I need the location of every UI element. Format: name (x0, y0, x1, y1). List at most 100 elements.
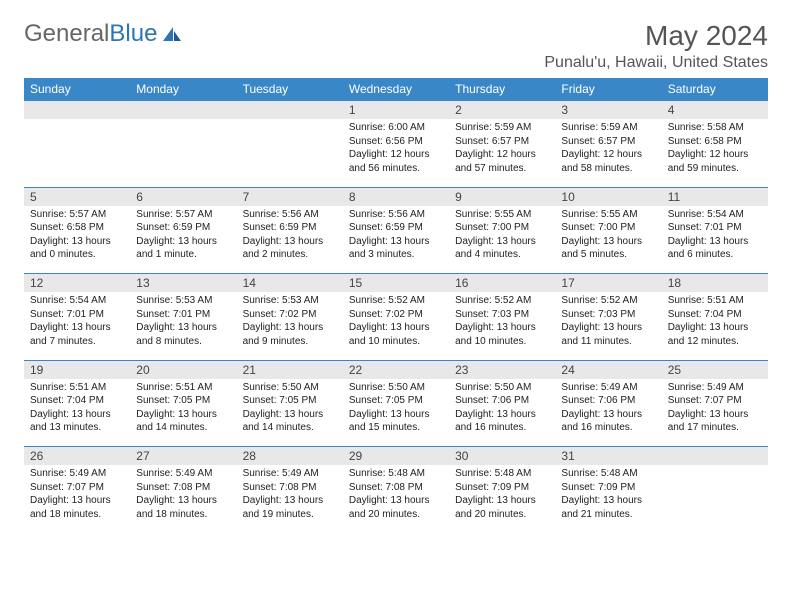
day-number: 30 (449, 447, 555, 465)
day-content: Sunrise: 5:53 AMSunset: 7:02 PMDaylight:… (237, 292, 343, 352)
day-cell (130, 119, 236, 187)
day-cell: Sunrise: 5:57 AMSunset: 6:58 PMDaylight:… (24, 206, 130, 274)
day-content: Sunrise: 5:49 AMSunset: 7:06 PMDaylight:… (555, 379, 661, 439)
day-cell: Sunrise: 5:53 AMSunset: 7:01 PMDaylight:… (130, 292, 236, 360)
weekday-header: Tuesday (237, 78, 343, 101)
week-row: Sunrise: 5:49 AMSunset: 7:07 PMDaylight:… (24, 465, 768, 533)
day-content: Sunrise: 5:48 AMSunset: 7:09 PMDaylight:… (555, 465, 661, 525)
week-row: Sunrise: 5:54 AMSunset: 7:01 PMDaylight:… (24, 292, 768, 360)
day-number: 14 (237, 274, 343, 292)
daynum-row: 12131415161718 (24, 274, 768, 293)
day-cell: Sunrise: 5:55 AMSunset: 7:00 PMDaylight:… (555, 206, 661, 274)
daynum-cell: 17 (555, 274, 661, 293)
day-cell: Sunrise: 5:59 AMSunset: 6:57 PMDaylight:… (449, 119, 555, 187)
daynum-cell: 20 (130, 360, 236, 379)
day-content: Sunrise: 5:50 AMSunset: 7:05 PMDaylight:… (343, 379, 449, 439)
day-cell: Sunrise: 5:54 AMSunset: 7:01 PMDaylight:… (24, 292, 130, 360)
day-cell: Sunrise: 5:55 AMSunset: 7:00 PMDaylight:… (449, 206, 555, 274)
logo-text-2: Blue (109, 20, 157, 48)
daynum-cell: 30 (449, 447, 555, 466)
day-content: Sunrise: 5:49 AMSunset: 7:07 PMDaylight:… (662, 379, 768, 439)
day-content: Sunrise: 5:59 AMSunset: 6:57 PMDaylight:… (555, 119, 661, 179)
weekday-header: Friday (555, 78, 661, 101)
daynum-cell: 6 (130, 187, 236, 206)
daynum-cell: 28 (237, 447, 343, 466)
daynum-row: 1234 (24, 101, 768, 120)
day-content: Sunrise: 6:00 AMSunset: 6:56 PMDaylight:… (343, 119, 449, 179)
daynum-cell: 9 (449, 187, 555, 206)
daynum-cell (130, 101, 236, 120)
daynum-cell (237, 101, 343, 120)
day-content: Sunrise: 5:52 AMSunset: 7:03 PMDaylight:… (555, 292, 661, 352)
daynum-cell: 10 (555, 187, 661, 206)
daynum-cell: 19 (24, 360, 130, 379)
daynum-cell: 21 (237, 360, 343, 379)
daynum-cell: 7 (237, 187, 343, 206)
day-content: Sunrise: 5:49 AMSunset: 7:08 PMDaylight:… (130, 465, 236, 525)
weekday-header: Saturday (662, 78, 768, 101)
daynum-cell: 29 (343, 447, 449, 466)
day-cell: Sunrise: 5:50 AMSunset: 7:05 PMDaylight:… (343, 379, 449, 447)
week-row: Sunrise: 5:57 AMSunset: 6:58 PMDaylight:… (24, 206, 768, 274)
day-content: Sunrise: 5:56 AMSunset: 6:59 PMDaylight:… (343, 206, 449, 266)
daynum-cell: 4 (662, 101, 768, 120)
calendar-table: Sunday Monday Tuesday Wednesday Thursday… (24, 78, 768, 533)
daynum-cell: 31 (555, 447, 661, 466)
week-row: Sunrise: 6:00 AMSunset: 6:56 PMDaylight:… (24, 119, 768, 187)
day-cell: Sunrise: 5:49 AMSunset: 7:08 PMDaylight:… (237, 465, 343, 533)
daynum-cell: 1 (343, 101, 449, 120)
day-cell: Sunrise: 5:49 AMSunset: 7:06 PMDaylight:… (555, 379, 661, 447)
day-number: 5 (24, 188, 130, 206)
daynum-row: 567891011 (24, 187, 768, 206)
day-cell: Sunrise: 5:49 AMSunset: 7:07 PMDaylight:… (24, 465, 130, 533)
day-number: 16 (449, 274, 555, 292)
day-number: 13 (130, 274, 236, 292)
logo-text-1: General (24, 20, 109, 48)
day-number: 7 (237, 188, 343, 206)
day-cell: Sunrise: 5:48 AMSunset: 7:09 PMDaylight:… (449, 465, 555, 533)
day-content: Sunrise: 5:55 AMSunset: 7:00 PMDaylight:… (555, 206, 661, 266)
week-row: Sunrise: 5:51 AMSunset: 7:04 PMDaylight:… (24, 379, 768, 447)
day-number: 26 (24, 447, 130, 465)
day-cell: Sunrise: 5:51 AMSunset: 7:04 PMDaylight:… (662, 292, 768, 360)
day-number: 31 (555, 447, 661, 465)
day-content: Sunrise: 5:51 AMSunset: 7:04 PMDaylight:… (662, 292, 768, 352)
day-content: Sunrise: 5:59 AMSunset: 6:57 PMDaylight:… (449, 119, 555, 179)
day-cell (662, 465, 768, 533)
day-number: 11 (662, 188, 768, 206)
day-number: 15 (343, 274, 449, 292)
daynum-cell: 18 (662, 274, 768, 293)
day-number: 22 (343, 361, 449, 379)
day-number: 10 (555, 188, 661, 206)
daynum-cell: 3 (555, 101, 661, 120)
location: Punalu'u, Hawaii, United States (544, 54, 768, 72)
daynum-cell: 23 (449, 360, 555, 379)
day-cell: Sunrise: 5:49 AMSunset: 7:07 PMDaylight:… (662, 379, 768, 447)
day-number: 2 (449, 101, 555, 119)
day-cell: Sunrise: 5:59 AMSunset: 6:57 PMDaylight:… (555, 119, 661, 187)
day-cell: Sunrise: 6:00 AMSunset: 6:56 PMDaylight:… (343, 119, 449, 187)
day-content: Sunrise: 5:58 AMSunset: 6:58 PMDaylight:… (662, 119, 768, 179)
day-number: 24 (555, 361, 661, 379)
day-content: Sunrise: 5:49 AMSunset: 7:07 PMDaylight:… (24, 465, 130, 525)
day-cell: Sunrise: 5:48 AMSunset: 7:08 PMDaylight:… (343, 465, 449, 533)
day-number: 17 (555, 274, 661, 292)
day-number: 3 (555, 101, 661, 119)
day-cell: Sunrise: 5:52 AMSunset: 7:02 PMDaylight:… (343, 292, 449, 360)
day-cell: Sunrise: 5:56 AMSunset: 6:59 PMDaylight:… (237, 206, 343, 274)
weekday-header-row: Sunday Monday Tuesday Wednesday Thursday… (24, 78, 768, 101)
day-content: Sunrise: 5:55 AMSunset: 7:00 PMDaylight:… (449, 206, 555, 266)
calendar-body: 1234Sunrise: 6:00 AMSunset: 6:56 PMDayli… (24, 101, 768, 534)
title-block: May 2024 Punalu'u, Hawaii, United States (544, 20, 768, 72)
day-number: 28 (237, 447, 343, 465)
day-content: Sunrise: 5:50 AMSunset: 7:06 PMDaylight:… (449, 379, 555, 439)
day-number: 12 (24, 274, 130, 292)
day-cell: Sunrise: 5:56 AMSunset: 6:59 PMDaylight:… (343, 206, 449, 274)
daynum-cell: 8 (343, 187, 449, 206)
daynum-cell: 12 (24, 274, 130, 293)
day-number: 19 (24, 361, 130, 379)
day-content: Sunrise: 5:56 AMSunset: 6:59 PMDaylight:… (237, 206, 343, 266)
day-content: Sunrise: 5:48 AMSunset: 7:08 PMDaylight:… (343, 465, 449, 525)
day-cell: Sunrise: 5:53 AMSunset: 7:02 PMDaylight:… (237, 292, 343, 360)
day-cell (24, 119, 130, 187)
